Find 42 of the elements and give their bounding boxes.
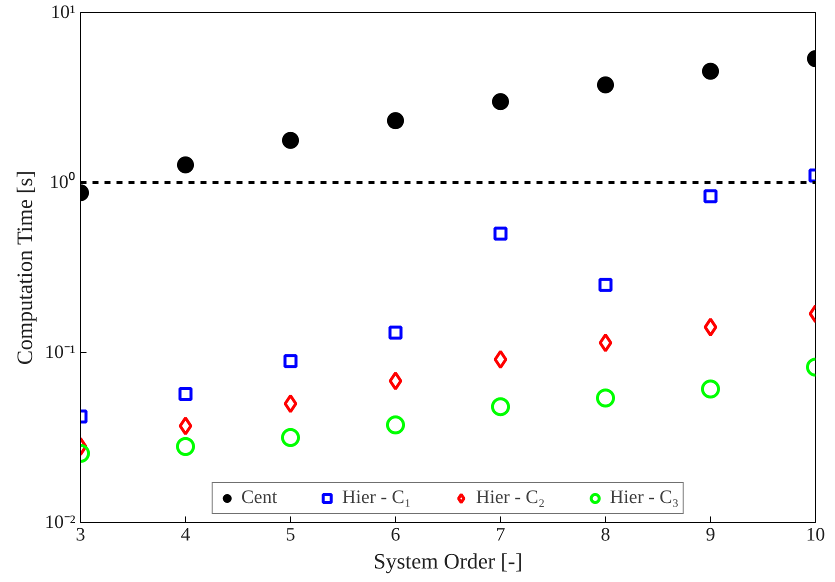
legend-label: Hier - C₃ xyxy=(610,487,679,509)
point xyxy=(178,416,192,436)
point xyxy=(494,350,508,369)
point xyxy=(177,156,194,174)
point xyxy=(494,226,508,241)
x-axis-title: System Order [-] xyxy=(373,548,523,574)
point xyxy=(388,371,402,390)
point xyxy=(598,333,612,352)
point xyxy=(702,62,719,80)
point xyxy=(704,318,718,337)
x-tick-label: 5 xyxy=(286,524,296,546)
point xyxy=(597,76,614,94)
x-tick-label: 7 xyxy=(496,524,506,546)
legend-label: Hier - C₂ xyxy=(476,487,545,509)
point xyxy=(386,415,405,434)
point xyxy=(282,132,299,149)
x-tick-label: 8 xyxy=(600,524,610,546)
point xyxy=(281,428,300,448)
point xyxy=(388,326,402,340)
x-tick-label: 6 xyxy=(390,524,400,546)
y-axis-title: Computation Time [s] xyxy=(12,170,37,365)
legend-label: Hier - C₁ xyxy=(342,487,411,509)
point xyxy=(701,380,720,398)
y-tick-label: 10⁰ xyxy=(50,171,76,193)
y-tick-label: 10¹ xyxy=(50,2,76,23)
y-tick-label: 10⁻² xyxy=(44,512,76,533)
point xyxy=(284,354,298,368)
point xyxy=(387,112,404,130)
point xyxy=(596,388,615,408)
point xyxy=(704,189,718,204)
point xyxy=(598,278,612,292)
x-tick-label: 3 xyxy=(76,524,86,546)
point xyxy=(178,387,192,401)
x-tick-label: 9 xyxy=(706,524,716,546)
point xyxy=(491,397,510,416)
y-tick-label: 10⁻¹ xyxy=(44,342,76,363)
point xyxy=(284,394,298,414)
x-tick-label: 4 xyxy=(180,524,191,546)
legend-label: Cent xyxy=(241,487,278,509)
point xyxy=(176,437,195,456)
x-tick-label: 10 xyxy=(806,524,825,546)
point xyxy=(492,93,509,110)
